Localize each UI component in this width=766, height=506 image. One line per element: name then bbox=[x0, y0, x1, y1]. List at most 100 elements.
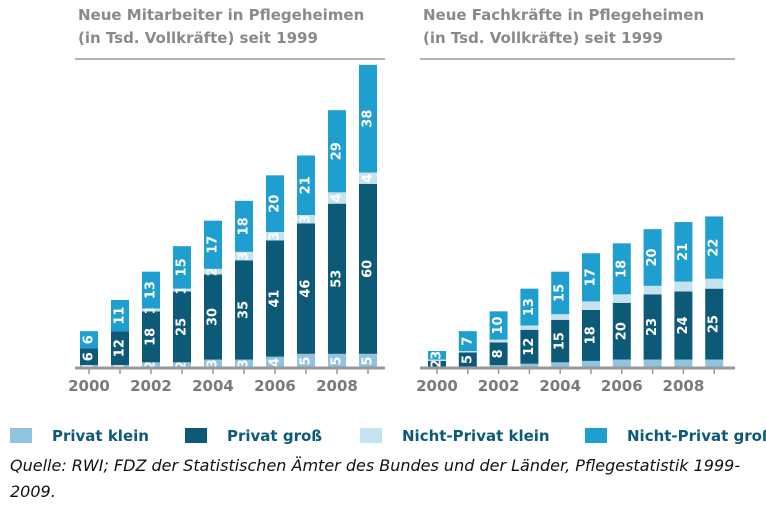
data-label: 18 bbox=[614, 260, 629, 278]
bar-segment bbox=[582, 253, 600, 302]
legend-swatch bbox=[360, 428, 382, 443]
data-label: 3 bbox=[237, 359, 252, 368]
bar-segment bbox=[204, 268, 222, 275]
bar-segment bbox=[359, 183, 377, 354]
bar-segment bbox=[142, 271, 160, 309]
legend-swatch bbox=[585, 428, 607, 443]
bar-segment bbox=[643, 359, 662, 368]
data-label: 2 bbox=[144, 361, 159, 370]
bar-segment bbox=[643, 285, 662, 295]
data-label: 25 bbox=[707, 315, 722, 333]
legend-label: Nicht-Privat groß bbox=[627, 427, 766, 445]
data-label: 1 bbox=[175, 286, 190, 295]
x-tick-label: 2000 bbox=[68, 377, 110, 395]
bar-segment bbox=[551, 319, 570, 363]
bar-segment bbox=[643, 229, 662, 286]
data-label: 15 bbox=[553, 332, 568, 350]
data-label: 8 bbox=[491, 349, 506, 358]
bar-segment bbox=[489, 342, 508, 366]
data-label: 3 bbox=[237, 252, 252, 261]
bar-segment bbox=[359, 64, 377, 173]
data-label: 18 bbox=[237, 217, 252, 235]
bar-segment bbox=[173, 246, 191, 289]
data-label: 5 bbox=[299, 356, 314, 365]
x-tick-label: 2004 bbox=[192, 377, 234, 395]
bar-segment bbox=[520, 325, 539, 330]
bar-segment bbox=[520, 329, 539, 364]
bar-segment bbox=[428, 359, 446, 361]
data-label: 60 bbox=[361, 260, 376, 278]
data-label: 22 bbox=[707, 239, 722, 257]
bar-segment bbox=[80, 331, 98, 349]
bar-segment bbox=[173, 362, 191, 368]
data-label: 6 bbox=[82, 335, 97, 344]
bar-segment bbox=[489, 311, 508, 340]
legend-label: Nicht-Privat klein bbox=[402, 427, 550, 445]
data-label: 13 bbox=[144, 281, 159, 299]
data-label: 3 bbox=[430, 351, 445, 360]
data-label: 25 bbox=[175, 318, 190, 336]
bar-segment bbox=[458, 331, 477, 351]
data-label: 3 bbox=[206, 359, 221, 368]
bar-segment bbox=[235, 200, 253, 252]
x-tick-label: 2002 bbox=[130, 377, 172, 395]
bar-segment bbox=[674, 222, 693, 282]
legend-label: Privat klein bbox=[52, 427, 149, 445]
bar-segment bbox=[328, 203, 346, 354]
chart-title: (in Tsd. Vollkräfte) seit 1999 bbox=[78, 29, 318, 47]
bar-segment bbox=[551, 314, 570, 320]
data-label: 11 bbox=[113, 307, 128, 325]
data-label: 4 bbox=[268, 358, 283, 367]
chart-title: Neue Fachkräfte in Pflegeheimen bbox=[423, 6, 704, 24]
bar-segment bbox=[520, 363, 539, 368]
bar-segment bbox=[142, 362, 160, 368]
data-label: 41 bbox=[268, 290, 283, 308]
data-label: 10 bbox=[491, 316, 506, 334]
bar-segment bbox=[582, 360, 600, 368]
data-label: 1 bbox=[144, 305, 159, 314]
bar-segment bbox=[173, 288, 191, 292]
data-label: 17 bbox=[206, 236, 221, 254]
bar-segment bbox=[643, 294, 662, 360]
bar-segment bbox=[142, 311, 160, 363]
x-tick-label: 2006 bbox=[254, 377, 296, 395]
data-label: 38 bbox=[361, 110, 376, 128]
data-label: 18 bbox=[144, 328, 159, 346]
bar-segment bbox=[582, 309, 600, 361]
bar-segment bbox=[297, 353, 315, 368]
data-label: 15 bbox=[175, 258, 190, 276]
data-label: 3 bbox=[299, 215, 314, 224]
data-label: 13 bbox=[522, 298, 537, 316]
bar-segment bbox=[705, 278, 724, 289]
bar-segment bbox=[458, 352, 477, 367]
bar-segment bbox=[297, 155, 315, 215]
chart-title: (in Tsd. Vollkräfte) seit 1999 bbox=[423, 29, 663, 47]
data-label: 4 bbox=[330, 193, 345, 202]
data-label: 2 bbox=[206, 267, 221, 276]
data-label: 5 bbox=[330, 356, 345, 365]
bar-segment bbox=[173, 291, 191, 363]
bar-segment bbox=[359, 172, 377, 184]
data-label: 15 bbox=[553, 284, 568, 302]
x-tick-label: 2000 bbox=[416, 377, 458, 395]
bar-segment bbox=[489, 339, 508, 343]
bar-segment bbox=[266, 356, 284, 368]
bar-segment bbox=[705, 288, 724, 360]
data-label: 20 bbox=[645, 248, 660, 266]
bar-segment bbox=[428, 360, 446, 367]
data-label: 35 bbox=[237, 301, 252, 319]
x-tick-label: 2004 bbox=[539, 377, 581, 395]
data-label: 5 bbox=[460, 355, 475, 364]
bar-segment bbox=[328, 192, 346, 204]
data-label: 3 bbox=[268, 232, 283, 241]
data-label: 18 bbox=[584, 326, 599, 344]
data-label: 53 bbox=[330, 270, 345, 288]
legend-label: Privat groß bbox=[227, 427, 322, 445]
bar-segment bbox=[612, 243, 631, 295]
bar-segment bbox=[297, 215, 315, 224]
x-tick-label: 2002 bbox=[478, 377, 520, 395]
bar-segment bbox=[235, 251, 253, 261]
bar-segment bbox=[674, 291, 693, 360]
data-label: 12 bbox=[113, 339, 128, 357]
